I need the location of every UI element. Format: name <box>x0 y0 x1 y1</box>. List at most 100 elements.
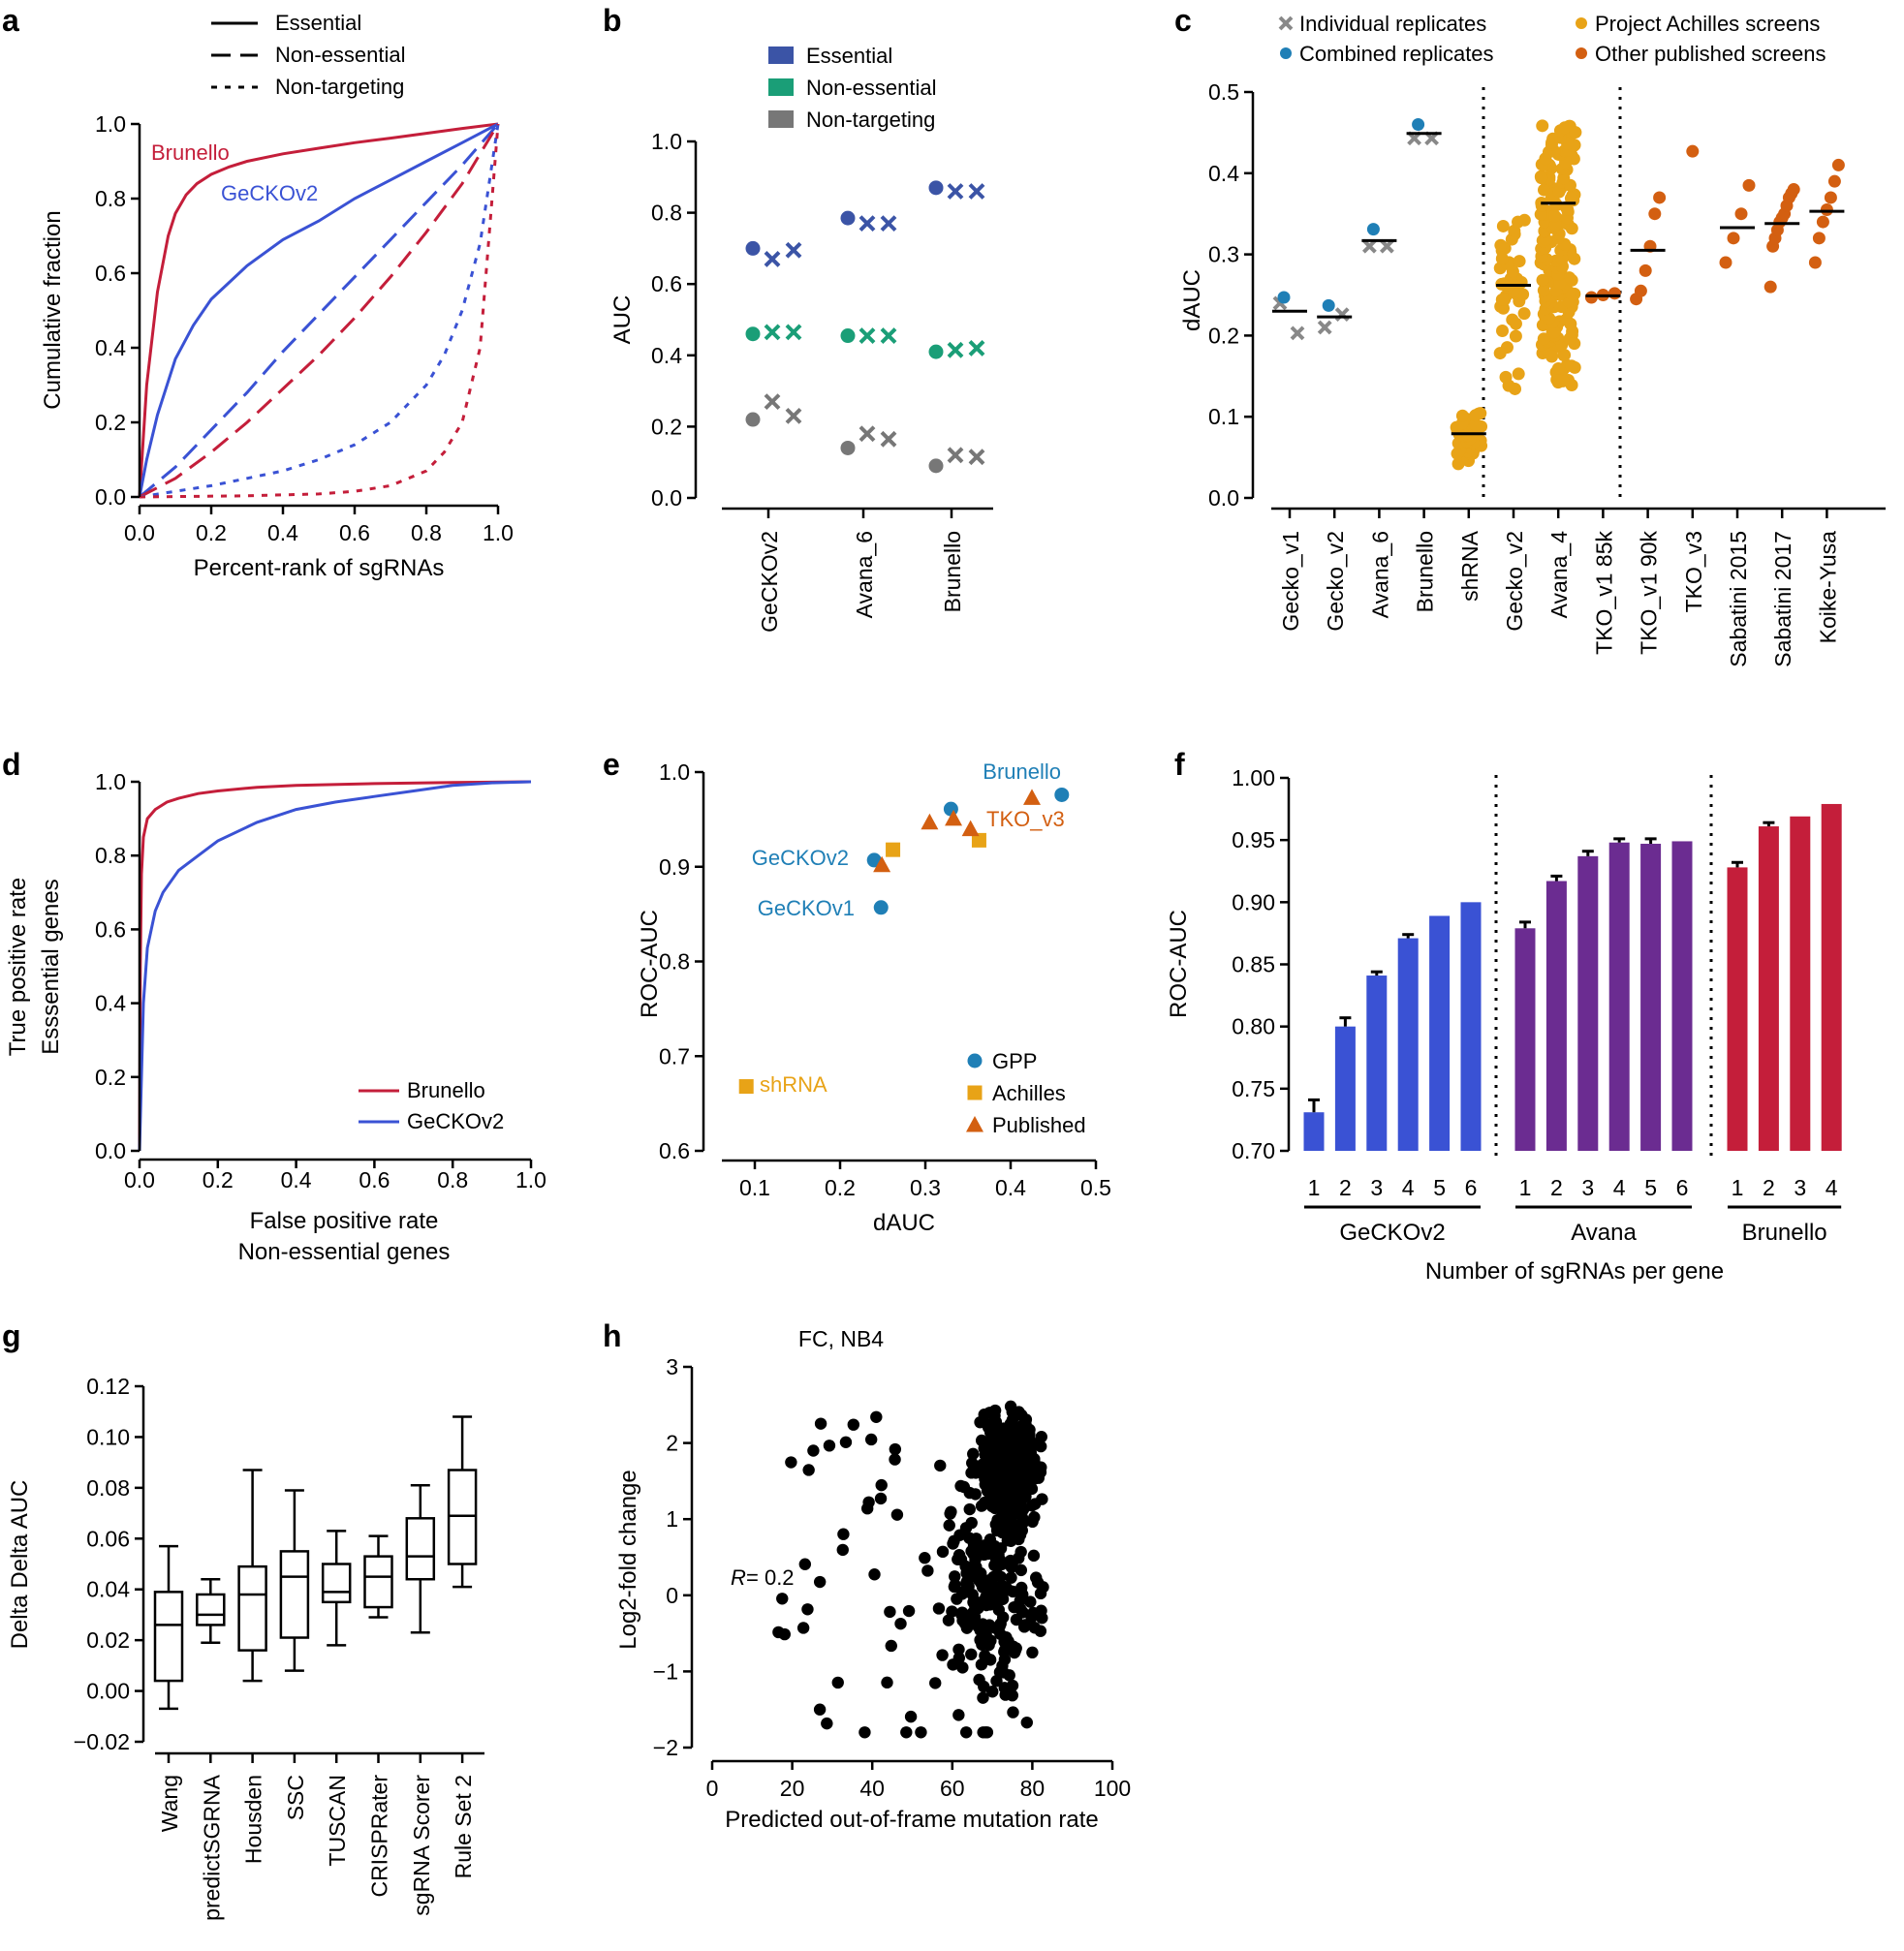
scatter-point <box>963 1502 976 1516</box>
scatter-point <box>998 1645 1011 1658</box>
legend-label: GeCKOv2 <box>407 1109 504 1133</box>
published-dot <box>1816 215 1829 229</box>
x-tick-label: 0.4 <box>281 1167 312 1192</box>
scatter-point <box>983 1598 997 1611</box>
scatter-point <box>864 1433 878 1446</box>
y-axis-title: ROC-AUC <box>637 910 663 1018</box>
panel-c: 0.0 0.1 0.2 0.3 0.4 0.5 Gecko_v1 Gecko_v2 Avana_… <box>1179 12 1886 667</box>
achilles-dot <box>1548 209 1562 223</box>
combined-dot <box>928 458 944 474</box>
replicate-cross <box>858 215 876 232</box>
scatter-point <box>996 1482 1009 1495</box>
panel-a: 0.0 0.2 0.4 0.6 0.8 1.0 0.0 0.2 0.4 0.6 0.8 1.0 Perc… <box>40 11 514 581</box>
cross-stroke <box>1379 238 1394 254</box>
scatter-point <box>813 1703 827 1716</box>
y-tick-label: 1.0 <box>651 129 682 154</box>
boxplot <box>196 1577 226 1645</box>
achilles-square <box>738 1079 754 1095</box>
scatter-point <box>960 1577 973 1590</box>
x-tick-label: 100 <box>1094 1776 1131 1801</box>
achilles-dot <box>1451 457 1465 471</box>
combined-dot <box>745 412 761 427</box>
bar <box>1758 826 1779 1151</box>
combined-dot <box>928 180 944 196</box>
y-tick-label: 0.70 <box>1232 1138 1275 1163</box>
panel-label: b <box>603 3 622 38</box>
achilles-square <box>886 842 901 857</box>
y-axis-title: AUC <box>609 295 636 345</box>
series-geckov2-non-targeting <box>139 123 500 499</box>
chart-title: FC, NB4 <box>798 1326 884 1351</box>
published-dot <box>1824 191 1837 204</box>
x-tick-label: 6 <box>1465 1175 1478 1200</box>
published-dot <box>1831 158 1845 171</box>
combined-dot <box>1277 291 1291 304</box>
cross-stroke <box>947 447 964 464</box>
x-tick-label: TKO_v1 85k <box>1591 531 1616 655</box>
bar <box>1790 816 1811 1151</box>
bar <box>1671 841 1693 1151</box>
scatter-point <box>813 1575 827 1589</box>
bar-group-geckov2: 1 2 3 4 5 6 GeCKOv2 <box>1303 902 1482 1246</box>
scatter-point <box>875 1478 888 1492</box>
achilles-dot <box>1569 126 1582 139</box>
published-dot <box>1734 207 1748 221</box>
series-brunello-non-targeting <box>139 123 500 499</box>
panel-g: −0.02 0.00 0.02 0.04 0.06 0.08 0.10 0.12 Delta D… <box>7 1374 484 1921</box>
y-tick-label: 0.4 <box>1208 161 1239 186</box>
achilles-dot <box>1517 213 1531 227</box>
panel-h: −2 −1 0 1 2 3 0 20 40 60 80 100 Predicted out-of-fra… <box>615 1326 1131 1833</box>
legend-cross <box>1278 15 1294 31</box>
gpp-dot <box>943 801 958 817</box>
x-tick-label: 0.3 <box>910 1175 941 1200</box>
y-tick-label: 0.5 <box>1208 79 1239 105</box>
y-tick-label: 0.6 <box>95 261 126 286</box>
bar <box>1514 928 1536 1151</box>
scatter-point <box>778 1627 791 1641</box>
boxplot <box>321 1530 352 1647</box>
legend-label: Essential <box>275 11 361 35</box>
achilles-dot <box>1565 359 1578 373</box>
achilles-dot <box>1561 203 1575 217</box>
x-tick-label: shRNA <box>1457 530 1483 602</box>
y-tick-label: 1.0 <box>659 759 690 785</box>
x-tick-label: Brunello <box>940 531 965 612</box>
legend: Essential Non-essential Non-targeting <box>211 11 406 99</box>
scatter-point <box>965 1648 978 1660</box>
bar <box>1460 902 1482 1151</box>
replicate-cross <box>947 447 964 464</box>
bar-group-brunello: 1 2 3 4 Brunello <box>1727 803 1842 1246</box>
bar <box>1397 938 1419 1151</box>
achilles-dot <box>1536 273 1549 287</box>
y-tick-label: 0.06 <box>86 1526 130 1551</box>
roc-curve-brunello <box>138 780 532 1152</box>
achilles-dot <box>1564 192 1577 205</box>
y-tick-label: 0.75 <box>1232 1076 1275 1101</box>
y-axis-title: Cumulative fraction <box>40 210 66 409</box>
x-tick-label: 0.8 <box>411 520 442 545</box>
group-label: Brunello <box>1742 1220 1827 1246</box>
combined-dot <box>928 344 944 359</box>
scatter-point <box>990 1544 1003 1557</box>
x-tick-label: Gecko_v2 <box>1323 531 1348 632</box>
scatter-point <box>932 1602 946 1615</box>
y-axis-title: Delta Delta AUC <box>7 1480 33 1650</box>
replicate-cross <box>1379 238 1394 254</box>
legend-label: Non-targeting <box>806 108 935 132</box>
y-tick-label: 0.90 <box>1232 889 1275 914</box>
x-axis: GeCKOv2 Avana_6 Brunello <box>722 507 993 633</box>
cross-stroke <box>968 449 985 466</box>
scatter-point <box>1000 1584 1013 1596</box>
cross-stroke <box>1361 238 1377 254</box>
scatter-point <box>994 1445 1007 1458</box>
x-tick-label: 20 <box>780 1776 805 1801</box>
x-tick-label: Avana_4 <box>1546 531 1572 619</box>
x-tick-label: Housden <box>241 1775 266 1864</box>
scatter-point <box>821 1717 833 1730</box>
published-points <box>1764 183 1800 294</box>
boxplot <box>153 1544 184 1711</box>
scatter-point <box>1024 1595 1037 1608</box>
x-tick-label: sgRNA Scorer <box>409 1775 434 1916</box>
bar <box>1303 1112 1325 1151</box>
scatter-point <box>977 1726 989 1739</box>
